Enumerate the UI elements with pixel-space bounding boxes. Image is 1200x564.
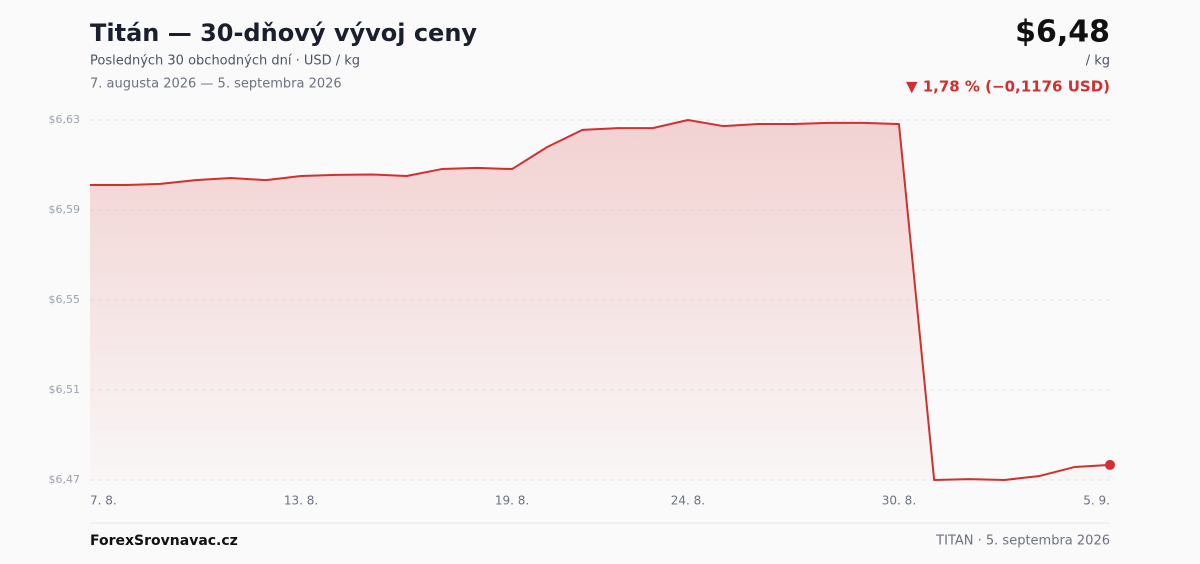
- x-tick-label: 5. 9.: [1083, 494, 1110, 508]
- date-range: 7. augusta 2026 — 5. septembra 2026: [90, 77, 342, 92]
- last-point: [1105, 459, 1115, 470]
- price: $6,48: [1015, 15, 1110, 50]
- change: ▼ 1,78 % (−0,1176 USD): [906, 78, 1110, 96]
- x-tick-label: 24. 8.: [671, 494, 705, 508]
- source: ForexSrovnavac.cz: [90, 533, 238, 549]
- area: [90, 120, 1110, 480]
- x-tick-label: 30. 8.: [882, 494, 916, 508]
- x-tick-label: 7. 8.: [90, 494, 117, 508]
- unit: / kg: [1086, 54, 1110, 69]
- y-tick-label: $6,63: [49, 113, 81, 126]
- x-tick-label: 13. 8.: [284, 494, 318, 508]
- line: [90, 119, 1111, 481]
- footer-note: TITAN · 5. septembra 2026: [935, 534, 1110, 549]
- subtitle: Posledných 30 obchodných dní · USD / kg: [90, 54, 360, 69]
- y-tick-label: $6,59: [49, 203, 81, 216]
- x-tick-label: 19. 8.: [495, 494, 529, 508]
- chart-title: Titán — 30-dňový vývoj ceny: [90, 19, 477, 47]
- y-tick-label: $6,47: [49, 473, 81, 486]
- y-tick-label: $6,55: [49, 293, 81, 306]
- y-tick-label: $6,51: [49, 383, 81, 396]
